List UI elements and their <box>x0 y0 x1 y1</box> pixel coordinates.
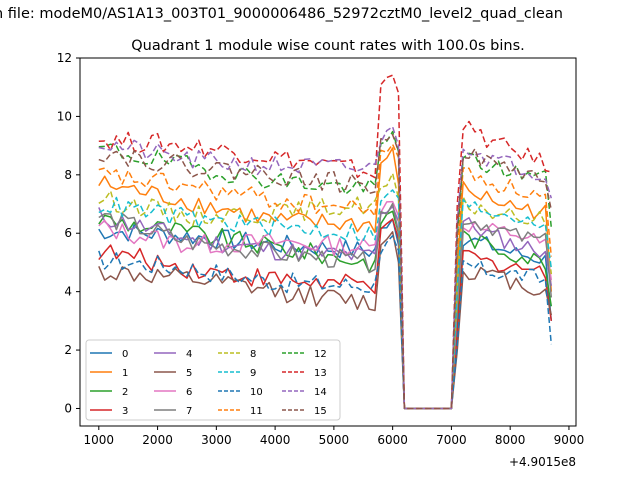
x-tick-label: 7000 <box>436 433 467 447</box>
series-line-8 <box>98 172 553 410</box>
series-line-13 <box>98 74 552 410</box>
x-offset-label: +4.9015e8 <box>509 455 576 469</box>
legend-label-4: 4 <box>186 349 192 360</box>
x-tick-label: 8000 <box>495 433 526 447</box>
series-line-15 <box>98 133 553 410</box>
figure-suptitle: n file: modeM0/AS1A13_003T01_9000006486_… <box>0 6 563 22</box>
legend-label-10: 10 <box>250 387 263 398</box>
legend-label-13: 13 <box>314 368 327 379</box>
y-tick-label: 10 <box>57 109 72 123</box>
y-tick-label: 2 <box>64 343 72 357</box>
series-line-1 <box>98 147 553 410</box>
series-line-0 <box>98 218 553 410</box>
series-line-9 <box>98 189 553 410</box>
x-axis: 1000 2000 3000 4000 5000 6000 7000 8000 9000 <box>84 426 585 447</box>
plot-frame <box>79 57 577 427</box>
y-axis: 0 2 4 6 8 10 12 <box>57 51 80 415</box>
x-tick-label: 1000 <box>84 433 115 447</box>
legend-label-6: 6 <box>186 387 192 398</box>
x-tick-label: 2000 <box>142 433 173 447</box>
legend-label-8: 8 <box>250 349 256 360</box>
x-tick-label: 5000 <box>319 433 350 447</box>
series-line-3 <box>98 218 553 410</box>
series-layer <box>98 74 553 410</box>
y-tick-label: 4 <box>64 285 72 299</box>
x-tick-label: 6000 <box>377 433 408 447</box>
legend-label-15: 15 <box>314 406 327 417</box>
series-line-7 <box>98 202 553 410</box>
legend-label-7: 7 <box>186 406 192 417</box>
legend-label-2: 2 <box>122 387 128 398</box>
legend-label-9: 9 <box>250 368 256 379</box>
legend-label-1: 1 <box>122 368 128 379</box>
series-line-5 <box>98 231 553 410</box>
chart-title: Quadrant 1 module wise count rates with … <box>131 38 525 54</box>
legend-label-3: 3 <box>122 406 128 417</box>
series-line-14 <box>98 126 553 410</box>
x-tick-label: 4000 <box>260 433 291 447</box>
legend-label-12: 12 <box>314 349 327 360</box>
series-line-11 <box>98 143 553 410</box>
series-line-10 <box>98 235 553 410</box>
legend-label-14: 14 <box>314 387 327 398</box>
y-tick-label: 12 <box>57 51 72 65</box>
y-tick-label: 8 <box>64 168 72 182</box>
x-tick-label: 3000 <box>201 433 232 447</box>
y-tick-label: 0 <box>64 401 72 415</box>
series-line-12 <box>98 130 553 410</box>
legend-label-11: 11 <box>250 406 263 417</box>
y-tick-label: 6 <box>64 226 72 240</box>
legend-box <box>85 339 341 421</box>
legend-label-5: 5 <box>186 368 192 379</box>
legend-label-0: 0 <box>122 349 128 360</box>
x-tick-label: 9000 <box>554 433 585 447</box>
